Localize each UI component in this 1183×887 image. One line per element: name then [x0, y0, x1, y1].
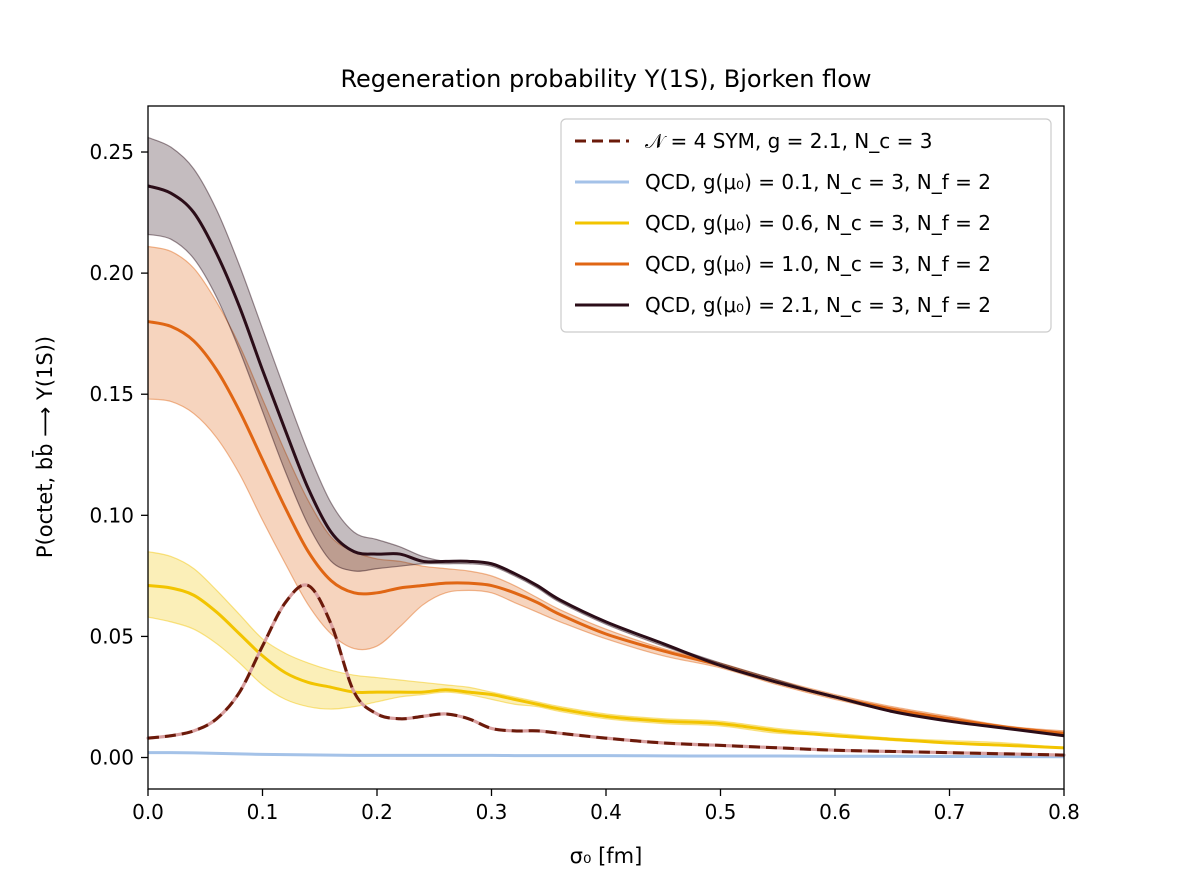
x-tick-label-3: 0.3	[476, 800, 508, 824]
legend-label-2: QCD, g(μ₀) = 0.6, N_c = 3, N_f = 2	[645, 211, 991, 235]
x-tick-label-5: 0.5	[705, 800, 737, 824]
x-tick-label-7: 0.7	[934, 800, 966, 824]
y-tick-label-2: 0.10	[89, 503, 134, 527]
x-tick-label-0: 0.0	[132, 800, 164, 824]
x-tick-label-6: 0.6	[819, 800, 851, 824]
legend-label-0: 𝒩 = 4 SYM, g = 2.1, N_c = 3	[645, 129, 932, 153]
line-series-0	[147, 583, 1065, 757]
axis-ticks: 0.0 0.1 0.2 0.3 0.4 0.5 0.6 0.7 0.8 0.00 0.05 0.10 0…	[89, 140, 1079, 824]
legend-box	[560, 118, 1052, 333]
y-axis-label: P(octet, bb̄ ⟶ Υ(1S))	[32, 336, 57, 558]
y-tick-label-0: 0.00	[89, 746, 134, 770]
y-tick-label-4: 0.20	[89, 261, 134, 285]
y-tick-label-3: 0.15	[89, 382, 134, 406]
legend-label-3: QCD, g(μ₀) = 1.0, N_c = 3, N_f = 2	[645, 252, 991, 276]
y-tick-label-5: 0.25	[89, 140, 134, 164]
series-lines	[146, 184, 1066, 759]
y-tick-label-1: 0.05	[89, 624, 134, 648]
legend: 𝒩 = 4 SYM, g = 2.1, N_c = 3 QCD, g(μ₀) = …	[560, 118, 1052, 333]
x-tick-label-4: 0.4	[590, 800, 622, 824]
legend-label-1: QCD, g(μ₀) = 0.1, N_c = 3, N_f = 2	[645, 170, 991, 194]
chart-title: Regeneration probability Υ(1S), Bjorken …	[340, 65, 871, 93]
x-tick-label-2: 0.2	[361, 800, 393, 824]
legend-label-4: QCD, g(μ₀) = 2.1, N_c = 3, N_f = 2	[645, 293, 991, 317]
line-series-2	[147, 584, 1065, 750]
line-series-4	[147, 184, 1065, 738]
line-series-1	[147, 751, 1065, 759]
x-tick-label-1: 0.1	[247, 800, 279, 824]
x-tick-label-8: 0.8	[1048, 800, 1080, 824]
x-axis-label: σ₀ [fm]	[570, 844, 643, 868]
